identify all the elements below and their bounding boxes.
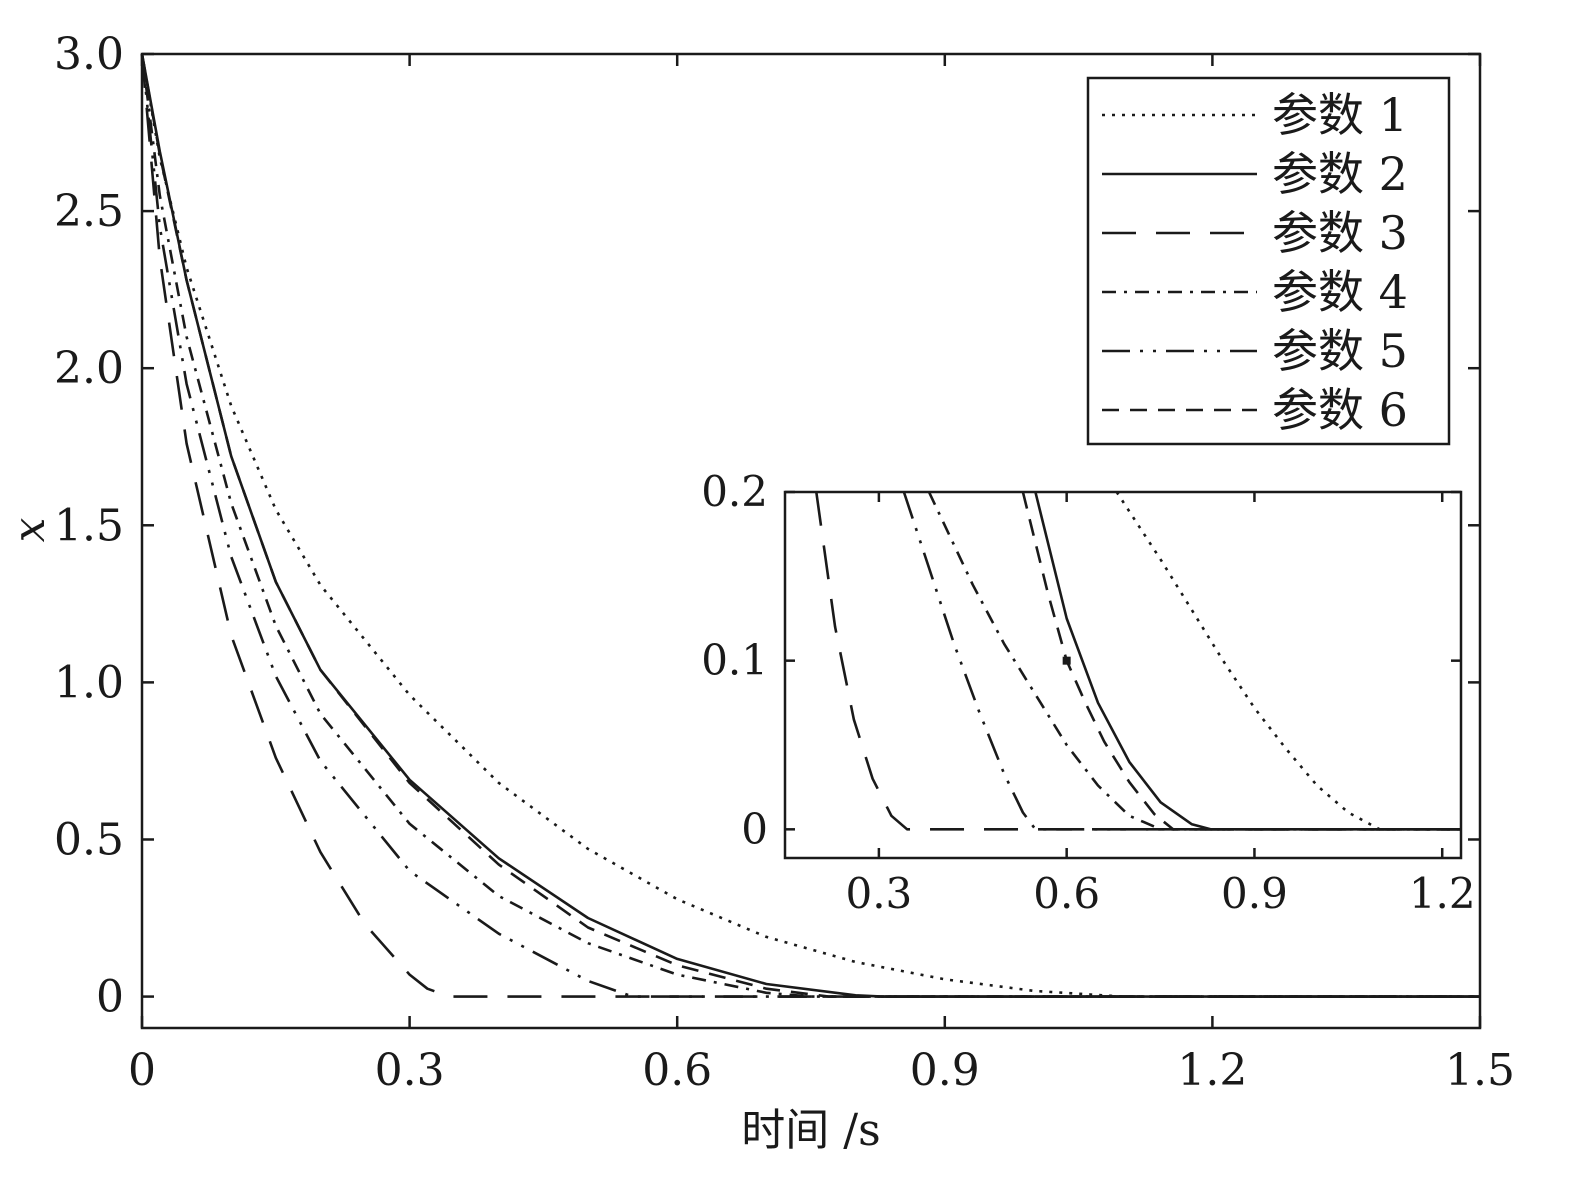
legend-label: 参数 3 bbox=[1272, 206, 1408, 260]
inset-x-tick-label: 1.2 bbox=[1409, 869, 1476, 918]
legend-label: 参数 1 bbox=[1272, 88, 1408, 142]
inset-background bbox=[785, 492, 1461, 858]
main-series-group bbox=[140, 53, 1480, 998]
legend: 参数 1参数 2参数 3参数 4参数 5参数 6 bbox=[1086, 76, 1451, 446]
main-tick-labels: 0 0.3 0.6 0.9 1.2 1.5 0 0.5 1.0 1.5 2.0 2.5 3.0 bbox=[54, 29, 1515, 1096]
inset-series-group bbox=[815, 492, 1461, 831]
x-tick-label: 0.9 bbox=[910, 1045, 980, 1096]
legend-label: 参数 6 bbox=[1272, 383, 1408, 437]
x-tick-label: 0.3 bbox=[375, 1045, 445, 1096]
legend-label: 参数 4 bbox=[1272, 265, 1408, 319]
inset-axis-ticks bbox=[785, 490, 1461, 858]
inset-tick-labels: 0.3 0.6 0.9 1.2 0 0.1 0.2 bbox=[701, 467, 1475, 918]
legend-label: 参数 5 bbox=[1272, 324, 1408, 378]
inset-series-line-3 bbox=[815, 492, 1461, 831]
series-line-4 bbox=[140, 53, 1480, 998]
main-plot-frame bbox=[140, 52, 1482, 1030]
y-tick-label: 0 bbox=[96, 972, 124, 1023]
x-tick-label: 0.6 bbox=[642, 1045, 712, 1096]
inset-y-tick-label: 0.1 bbox=[701, 636, 768, 685]
x-tick-label: 1.2 bbox=[1177, 1045, 1247, 1096]
x-tick-label: 0 bbox=[128, 1045, 156, 1096]
inset-x-tick-label: 0.3 bbox=[845, 869, 912, 918]
y-tick-label: 0.5 bbox=[54, 814, 124, 865]
x-tick-label: 1.5 bbox=[1445, 1045, 1515, 1096]
inset-series-line-4 bbox=[927, 492, 1461, 831]
inset-marker-point bbox=[1062, 656, 1071, 665]
y-tick-label: 1.5 bbox=[54, 500, 124, 551]
inset-y-tick-label: 0 bbox=[741, 804, 768, 853]
legend-box bbox=[1086, 76, 1451, 446]
y-tick-label: 2.0 bbox=[54, 343, 124, 394]
inset-y-tick-label: 0.2 bbox=[701, 467, 768, 516]
series-line-6 bbox=[140, 53, 1480, 998]
series-line-1 bbox=[140, 53, 1480, 998]
inset-chart: 0.3 0.6 0.9 1.2 0 0.1 0.2 bbox=[701, 467, 1475, 918]
y-axis-label: x bbox=[4, 517, 55, 542]
inset-plot-frame bbox=[783, 490, 1463, 860]
y-tick-label: 3.0 bbox=[54, 29, 124, 80]
inset-series-line-1 bbox=[1115, 492, 1461, 831]
inset-x-tick-label: 0.6 bbox=[1033, 869, 1100, 918]
inset-series-line-5 bbox=[902, 492, 1461, 831]
legend-label: 参数 2 bbox=[1272, 147, 1408, 201]
y-tick-label: 2.5 bbox=[54, 186, 124, 237]
y-tick-label: 1.0 bbox=[54, 657, 124, 708]
x-axis-label: 时间 /s bbox=[741, 1105, 880, 1156]
inset-x-tick-label: 0.9 bbox=[1221, 869, 1288, 918]
main-axis-ticks bbox=[140, 52, 1482, 1028]
inset-series-line-6 bbox=[1021, 492, 1461, 831]
